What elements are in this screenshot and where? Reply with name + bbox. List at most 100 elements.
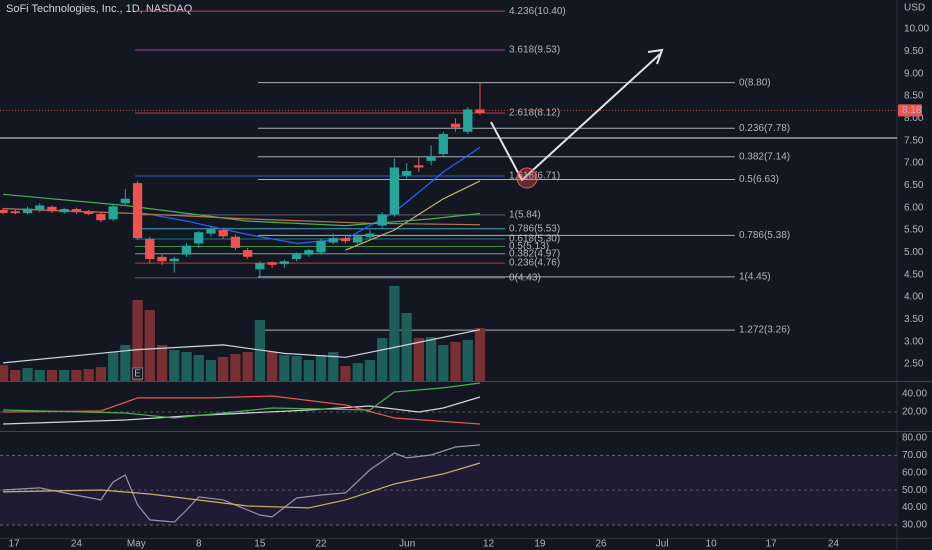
y-tick-label: 6.00 [904,202,924,213]
candle-body [96,213,106,221]
candle-body [255,263,265,270]
candle-body [218,230,228,237]
volume-bar [462,339,473,381]
candle-body [291,254,302,260]
rsi-tick-label: 80.00 [902,433,927,444]
candle-body [353,236,363,243]
volume-bar [279,354,290,381]
candle-body [340,238,351,242]
volume-bar [95,367,107,381]
rsi-tick-label: 60.00 [902,467,927,478]
candle-body [59,209,69,213]
x-tick-label: 24 [71,539,83,550]
candle-body [230,236,241,248]
candle-body [35,205,45,210]
fib-label: 0.382(4.97) [509,248,560,259]
volume-bar [474,327,486,381]
candle-body [242,250,253,257]
indicator-line [345,180,481,251]
earnings-label: E [134,369,141,380]
y-tick-label: 8.00 [904,113,924,124]
fib-label: 3.618(9.53) [509,45,560,56]
y-tick-label: 7.50 [904,135,924,146]
y-tick-label: 4.50 [904,269,924,280]
fib-label: 2.618(8.12) [509,108,560,119]
rsi-tick-label: 50.00 [902,485,927,496]
volume-bar [425,337,437,381]
volume-bar [450,341,461,381]
candle-body [10,211,20,214]
last-price-label: 8.18 [902,105,922,116]
fib-label: 0(4.43) [509,272,541,283]
candle-body [438,133,448,155]
indicator-line [3,462,481,509]
indicator-line [3,396,481,425]
candle-body [71,209,82,213]
candle-body [304,250,314,255]
volume-bar [413,337,424,381]
candle-body [267,262,277,265]
candle-body [132,183,143,239]
candle-body [169,258,179,262]
fib-label: 0.618(5.30) [509,234,560,245]
candle-body [0,209,8,214]
candle-body [145,238,155,260]
y-tick-label: 5.50 [904,225,924,236]
x-tick-label: 19 [534,539,546,550]
candle-body [47,206,57,212]
fib-label: 1(5.84) [509,209,541,220]
plot: 2.50 3.00 3.50 4.00 4.50 5.00 5.50 6.00 6.50 7.00… [0,6,929,550]
volume-bar [120,344,131,381]
earnings-box [132,367,144,380]
y-tick-label: 9.50 [904,46,924,57]
volume-bar [169,350,180,381]
x-tick-label: 26 [595,539,607,550]
volume-bar [315,354,327,381]
y-tick-label: 5.00 [904,247,924,258]
volume-bar [0,365,9,381]
x-tick-label: 24 [828,539,840,550]
arrow-head [647,48,664,65]
volume-bar [401,312,412,381]
candle-body [426,156,436,161]
y-tick-label: 3.00 [904,336,924,347]
candle-body [389,167,400,215]
indicator-line [3,395,481,425]
x-tick-label: May [127,539,146,550]
volume-bar [156,344,168,381]
fib-label: 0.786(5.53) [509,223,560,234]
volume-bar [438,344,449,381]
indicator-line [3,382,481,419]
candle-body [120,198,130,204]
indicator-line [3,329,481,364]
candle-body [401,171,412,176]
candle-body [181,245,192,255]
y-tick-label: 9.00 [904,68,924,79]
candle-body [206,229,216,234]
x-tick-label: 8 [196,539,202,550]
candle-body [279,261,289,264]
volume-bar [352,363,363,381]
volume-bar [340,365,351,381]
volume-bar [144,310,155,381]
volume-bar [242,352,253,381]
rsi-tick-label: 70.00 [902,450,927,461]
volume-bar [377,337,388,381]
fib-label: 1(4.45) [739,272,771,283]
fib-label: 0.5(5.13) [509,241,549,252]
volume-bar [46,369,58,381]
fib-label: 0.5(6.63) [739,174,779,185]
x-tick-label: 22 [315,539,327,550]
candle-body [194,232,204,244]
volume-bar [218,356,229,381]
fib-label: 1.272(3.26) [739,325,790,336]
y-tick-label: 3.50 [904,314,924,325]
candle-body [157,256,167,262]
candle-body [377,214,387,226]
dmi-tick-label: 40.00 [902,389,927,400]
candle-body [22,208,33,214]
fib-label: 1.618(6.71) [509,171,560,182]
candle-body [414,165,424,168]
y-tick-label: 10.00 [904,24,929,35]
